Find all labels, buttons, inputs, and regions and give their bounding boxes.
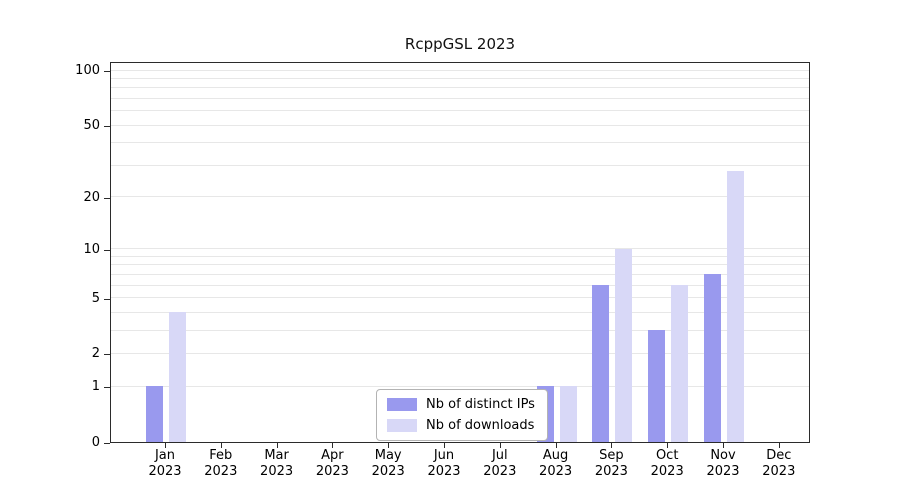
x-tick-mark <box>388 443 390 448</box>
x-tick-label-nov: Nov 2023 <box>706 448 740 479</box>
y-tick-mark <box>104 354 110 356</box>
legend-label-distinct-ips: Nb of distinct IPs <box>426 397 535 412</box>
plot-area <box>110 62 810 443</box>
legend-item-distinct-ips: Nb of distinct IPs <box>387 397 537 412</box>
gridline <box>111 87 809 89</box>
x-tick-label-dec: Dec 2023 <box>762 448 796 479</box>
y-tick-label: 1 <box>91 379 100 395</box>
gridline <box>111 77 809 79</box>
x-tick-label-apr: Apr 2023 <box>315 448 349 479</box>
gridline <box>111 255 809 257</box>
legend: Nb of distinct IPs Nb of downloads <box>376 389 548 441</box>
gridline <box>111 329 809 331</box>
gridline <box>111 110 809 112</box>
y-tick-label: 5 <box>91 290 100 306</box>
bar-downloads-oct <box>671 285 689 442</box>
x-tick-label-feb: Feb 2023 <box>204 448 238 479</box>
y-tick-mark <box>104 197 110 199</box>
legend-swatch-distinct-ips-icon <box>387 398 417 411</box>
x-tick-label-jul: Jul 2023 <box>483 448 517 479</box>
gridline <box>111 248 809 250</box>
x-tick-mark <box>332 443 334 448</box>
gridline <box>111 69 809 71</box>
x-tick-mark <box>220 443 222 448</box>
y-tick-label: 10 <box>83 241 100 257</box>
gridline <box>111 311 809 313</box>
x-tick-label-sep: Sep 2023 <box>594 448 628 479</box>
x-tick-label-may: May 2023 <box>371 448 405 479</box>
y-tick-label: 50 <box>83 118 100 134</box>
y-tick-label: 0 <box>91 435 100 450</box>
x-tick-mark <box>499 443 501 448</box>
legend-label-downloads: Nb of downloads <box>426 418 535 433</box>
gridline <box>111 124 809 126</box>
gridline <box>111 164 809 166</box>
bar-distinct-ips-jan <box>146 386 163 442</box>
gridline <box>111 297 809 299</box>
x-tick-mark <box>444 443 445 448</box>
y-tick-mark <box>104 71 110 73</box>
y-tick-mark <box>104 387 110 389</box>
y-tick-label: 2 <box>91 346 100 362</box>
y-tick-label: 100 <box>75 63 100 79</box>
x-tick-label-jan: Jan 2023 <box>148 448 182 479</box>
gridline <box>111 273 809 275</box>
bar-downloads-jan <box>169 312 186 442</box>
gridline <box>111 385 809 387</box>
x-tick-mark <box>165 443 166 448</box>
x-tick-mark <box>667 443 669 448</box>
x-tick-label-oct: Oct 2023 <box>650 448 684 479</box>
y-tick-mark <box>104 249 110 251</box>
x-tick-mark <box>555 443 557 448</box>
x-tick-mark <box>778 443 780 448</box>
x-tick-label-jun: Jun 2023 <box>427 448 461 479</box>
y-tick-mark <box>104 298 110 300</box>
chart-title: RcppGSL 2023 <box>404 35 516 53</box>
x-tick-mark <box>276 443 278 448</box>
legend-swatch-downloads-icon <box>387 419 417 432</box>
gridline <box>111 352 809 354</box>
gridline <box>111 97 809 99</box>
bar-downloads-sep <box>615 248 633 442</box>
bar-distinct-ips-oct <box>648 330 666 442</box>
y-tick-label: 20 <box>83 189 100 205</box>
bar-distinct-ips-nov <box>704 274 721 442</box>
bar-distinct-ips-sep <box>592 285 610 442</box>
gridline <box>111 142 809 144</box>
x-tick-mark <box>611 443 613 448</box>
bar-downloads-nov <box>727 170 744 442</box>
gridline <box>111 264 809 266</box>
x-tick-label-mar: Mar 2023 <box>260 448 294 479</box>
y-tick-mark <box>104 443 110 444</box>
gridline <box>111 196 809 198</box>
y-tick-mark <box>104 126 110 128</box>
legend-item-downloads: Nb of downloads <box>387 418 537 433</box>
bar-downloads-aug <box>559 386 577 442</box>
x-tick-label-aug: Aug 2023 <box>539 448 573 479</box>
gridline <box>111 284 809 286</box>
x-tick-mark <box>723 443 724 448</box>
